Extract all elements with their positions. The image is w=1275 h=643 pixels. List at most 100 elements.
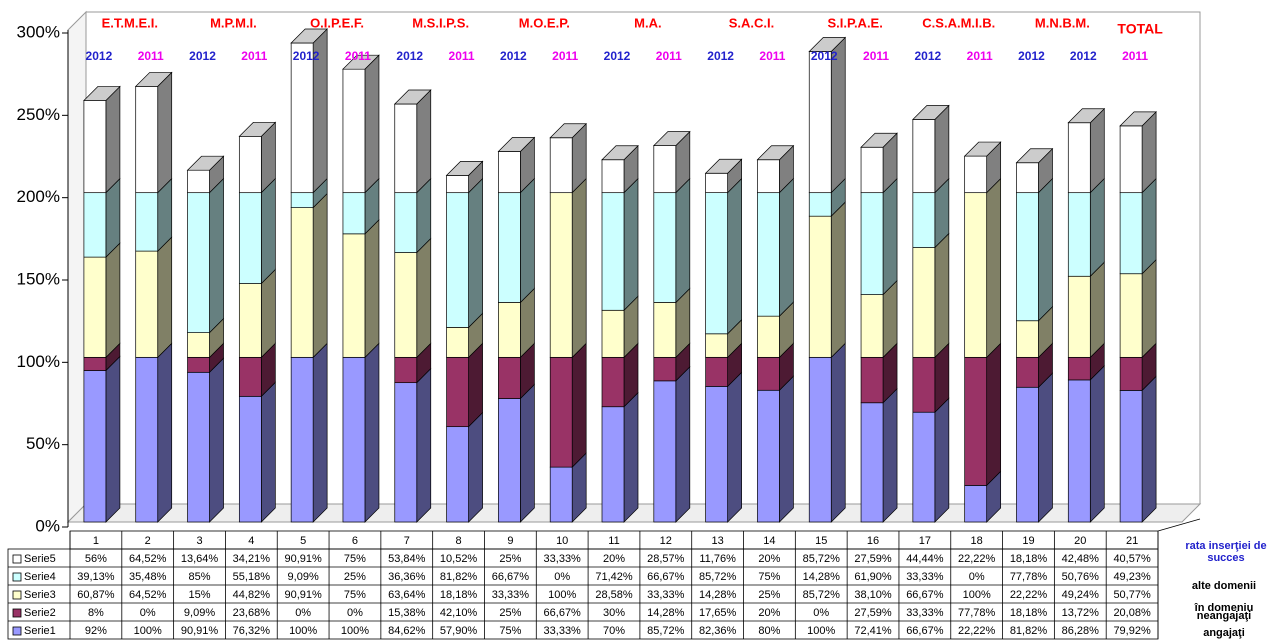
group-label: M.A. xyxy=(634,15,661,30)
bar-segment xyxy=(912,192,936,248)
bar-segment xyxy=(1016,356,1039,388)
table-value: 92% xyxy=(85,625,107,637)
bar-segment xyxy=(964,155,988,194)
table-leader xyxy=(1157,518,1201,532)
table-value: 0% xyxy=(295,607,311,619)
table-value: 39,13% xyxy=(77,571,115,583)
table-value: 18,18% xyxy=(1010,607,1048,619)
x-tick-label: 17 xyxy=(919,535,931,547)
table-value: 100% xyxy=(341,625,369,637)
bar-side xyxy=(364,342,380,523)
table-value: 0% xyxy=(347,607,363,619)
table-value: 61,90% xyxy=(854,571,892,583)
table-value: 15,38% xyxy=(388,607,426,619)
bar-side xyxy=(830,201,846,359)
table-value: 27,59% xyxy=(854,553,892,565)
legend-swatch xyxy=(12,608,22,618)
table-value: 44,44% xyxy=(906,553,944,565)
table-value: 14,28% xyxy=(647,607,685,619)
bar-segment xyxy=(394,356,418,384)
bar-segment xyxy=(705,192,728,335)
bar-segment xyxy=(1119,273,1143,358)
bar-side xyxy=(1141,375,1157,523)
year-label: 2011 xyxy=(449,49,475,63)
table-value: 84,62% xyxy=(388,625,426,637)
bar-segment xyxy=(290,192,314,208)
bar-segment xyxy=(705,172,728,194)
bar-top xyxy=(549,123,588,139)
x-tick-label: 16 xyxy=(867,535,879,547)
table-value: 81,82% xyxy=(1010,625,1048,637)
bar-top xyxy=(601,145,639,161)
bar-side xyxy=(209,357,224,523)
bar-segment xyxy=(1119,192,1143,275)
table-value: 75% xyxy=(499,625,521,637)
bar-segment xyxy=(757,356,780,391)
bar-top xyxy=(83,86,121,101)
y-tick-label: 150% xyxy=(17,269,60,288)
side-label: rata inserţiei de succes xyxy=(1185,540,1267,564)
table-value: 22,22% xyxy=(958,553,996,565)
bar-side xyxy=(779,375,794,523)
bar-top xyxy=(1119,111,1157,127)
bar-segment xyxy=(860,146,884,194)
bar-segment xyxy=(1067,192,1091,277)
bar-side xyxy=(364,218,380,359)
table-value: 0% xyxy=(554,571,570,583)
x-tick-label: 11 xyxy=(608,535,619,547)
table-value: 90,91% xyxy=(284,553,322,565)
bar-side xyxy=(882,387,898,523)
bar-segment xyxy=(238,283,262,358)
year-label: 2011 xyxy=(552,49,578,63)
table-value: 50,77% xyxy=(1113,589,1151,601)
bar-segment xyxy=(83,256,107,358)
bar-segment xyxy=(601,309,625,358)
legend-swatch xyxy=(12,572,22,582)
table-value: 20% xyxy=(758,553,780,565)
table-value: 100% xyxy=(963,589,991,601)
table-value: 14,28% xyxy=(803,571,841,583)
x-tick-label: 15 xyxy=(815,535,827,547)
bar-segment xyxy=(1119,390,1143,523)
year-label: 2012 xyxy=(707,49,734,63)
bar-side xyxy=(105,242,121,359)
group-label: C.S.A.M.I.B. xyxy=(922,15,995,30)
table-value: 66,67% xyxy=(492,571,530,583)
year-label: 2012 xyxy=(189,49,216,63)
table-value: 85,72% xyxy=(647,625,685,637)
bar-segment xyxy=(808,192,832,217)
bar-side xyxy=(623,391,639,523)
bar-segment xyxy=(549,192,573,358)
bar-segment xyxy=(498,356,521,399)
bar-segment xyxy=(705,386,728,523)
bar-top xyxy=(497,137,536,152)
bar-segment xyxy=(549,356,573,468)
bar-top xyxy=(860,132,898,148)
table-value: 28,58% xyxy=(595,589,633,601)
bar-side xyxy=(1089,177,1105,278)
table-value: 81,82% xyxy=(440,571,478,583)
table-value: 25% xyxy=(499,607,521,619)
x-tick-label: 12 xyxy=(660,535,672,547)
table-value: 40,57% xyxy=(1113,553,1151,565)
bar-side xyxy=(157,236,173,359)
bar-side xyxy=(520,177,535,304)
table-value: 13,72% xyxy=(1062,607,1100,619)
bar-side xyxy=(623,177,639,312)
table-value: 25% xyxy=(758,589,780,601)
table-value: 85% xyxy=(189,571,211,583)
bar-top xyxy=(963,141,1002,157)
legend-label: Serie1 xyxy=(24,625,56,637)
bar-side xyxy=(1038,177,1053,322)
bar-segment xyxy=(601,406,625,523)
bar-segment xyxy=(601,159,625,194)
table-value: 10,52% xyxy=(440,553,478,565)
bar-segment xyxy=(757,192,780,317)
table-value: 33,33% xyxy=(906,571,944,583)
table-value: 44,82% xyxy=(233,589,271,601)
bar-segment xyxy=(912,411,936,523)
table-value: 79,92% xyxy=(1113,625,1151,637)
year-label: 2011 xyxy=(759,49,785,63)
bar-segment xyxy=(83,192,107,258)
